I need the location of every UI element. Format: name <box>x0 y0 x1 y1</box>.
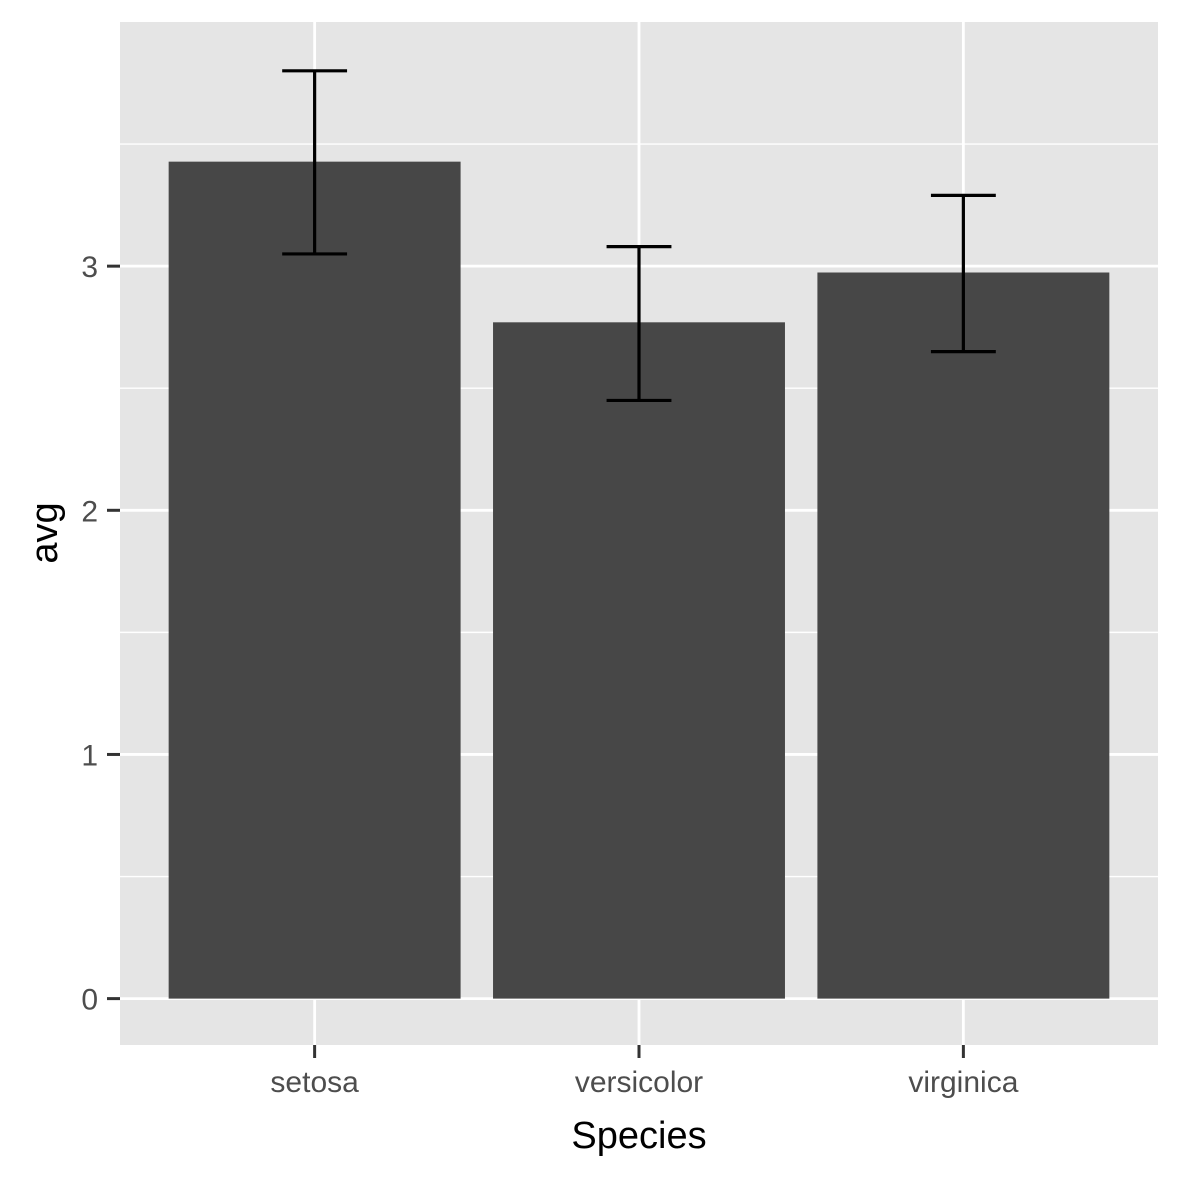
x-axis-title: Species <box>571 1115 706 1157</box>
y-tick-label: 1 <box>81 739 98 772</box>
x-axis: setosa versicolor virginica <box>270 1045 1019 1099</box>
bars <box>168 161 1110 999</box>
y-tick-label: 0 <box>81 984 98 1017</box>
bar-versicolor <box>493 322 785 999</box>
y-axis-title: avg <box>24 502 66 563</box>
x-tick-label: versicolor <box>575 1066 703 1099</box>
y-axis: 0 1 2 3 <box>81 251 120 1017</box>
bar-virginica <box>817 272 1110 999</box>
y-tick-label: 3 <box>81 251 98 284</box>
error-bars <box>282 69 996 403</box>
bar-setosa <box>168 161 461 999</box>
y-tick-label: 2 <box>81 495 98 528</box>
x-tick-label: setosa <box>270 1066 359 1099</box>
x-tick-label: virginica <box>908 1066 1018 1099</box>
